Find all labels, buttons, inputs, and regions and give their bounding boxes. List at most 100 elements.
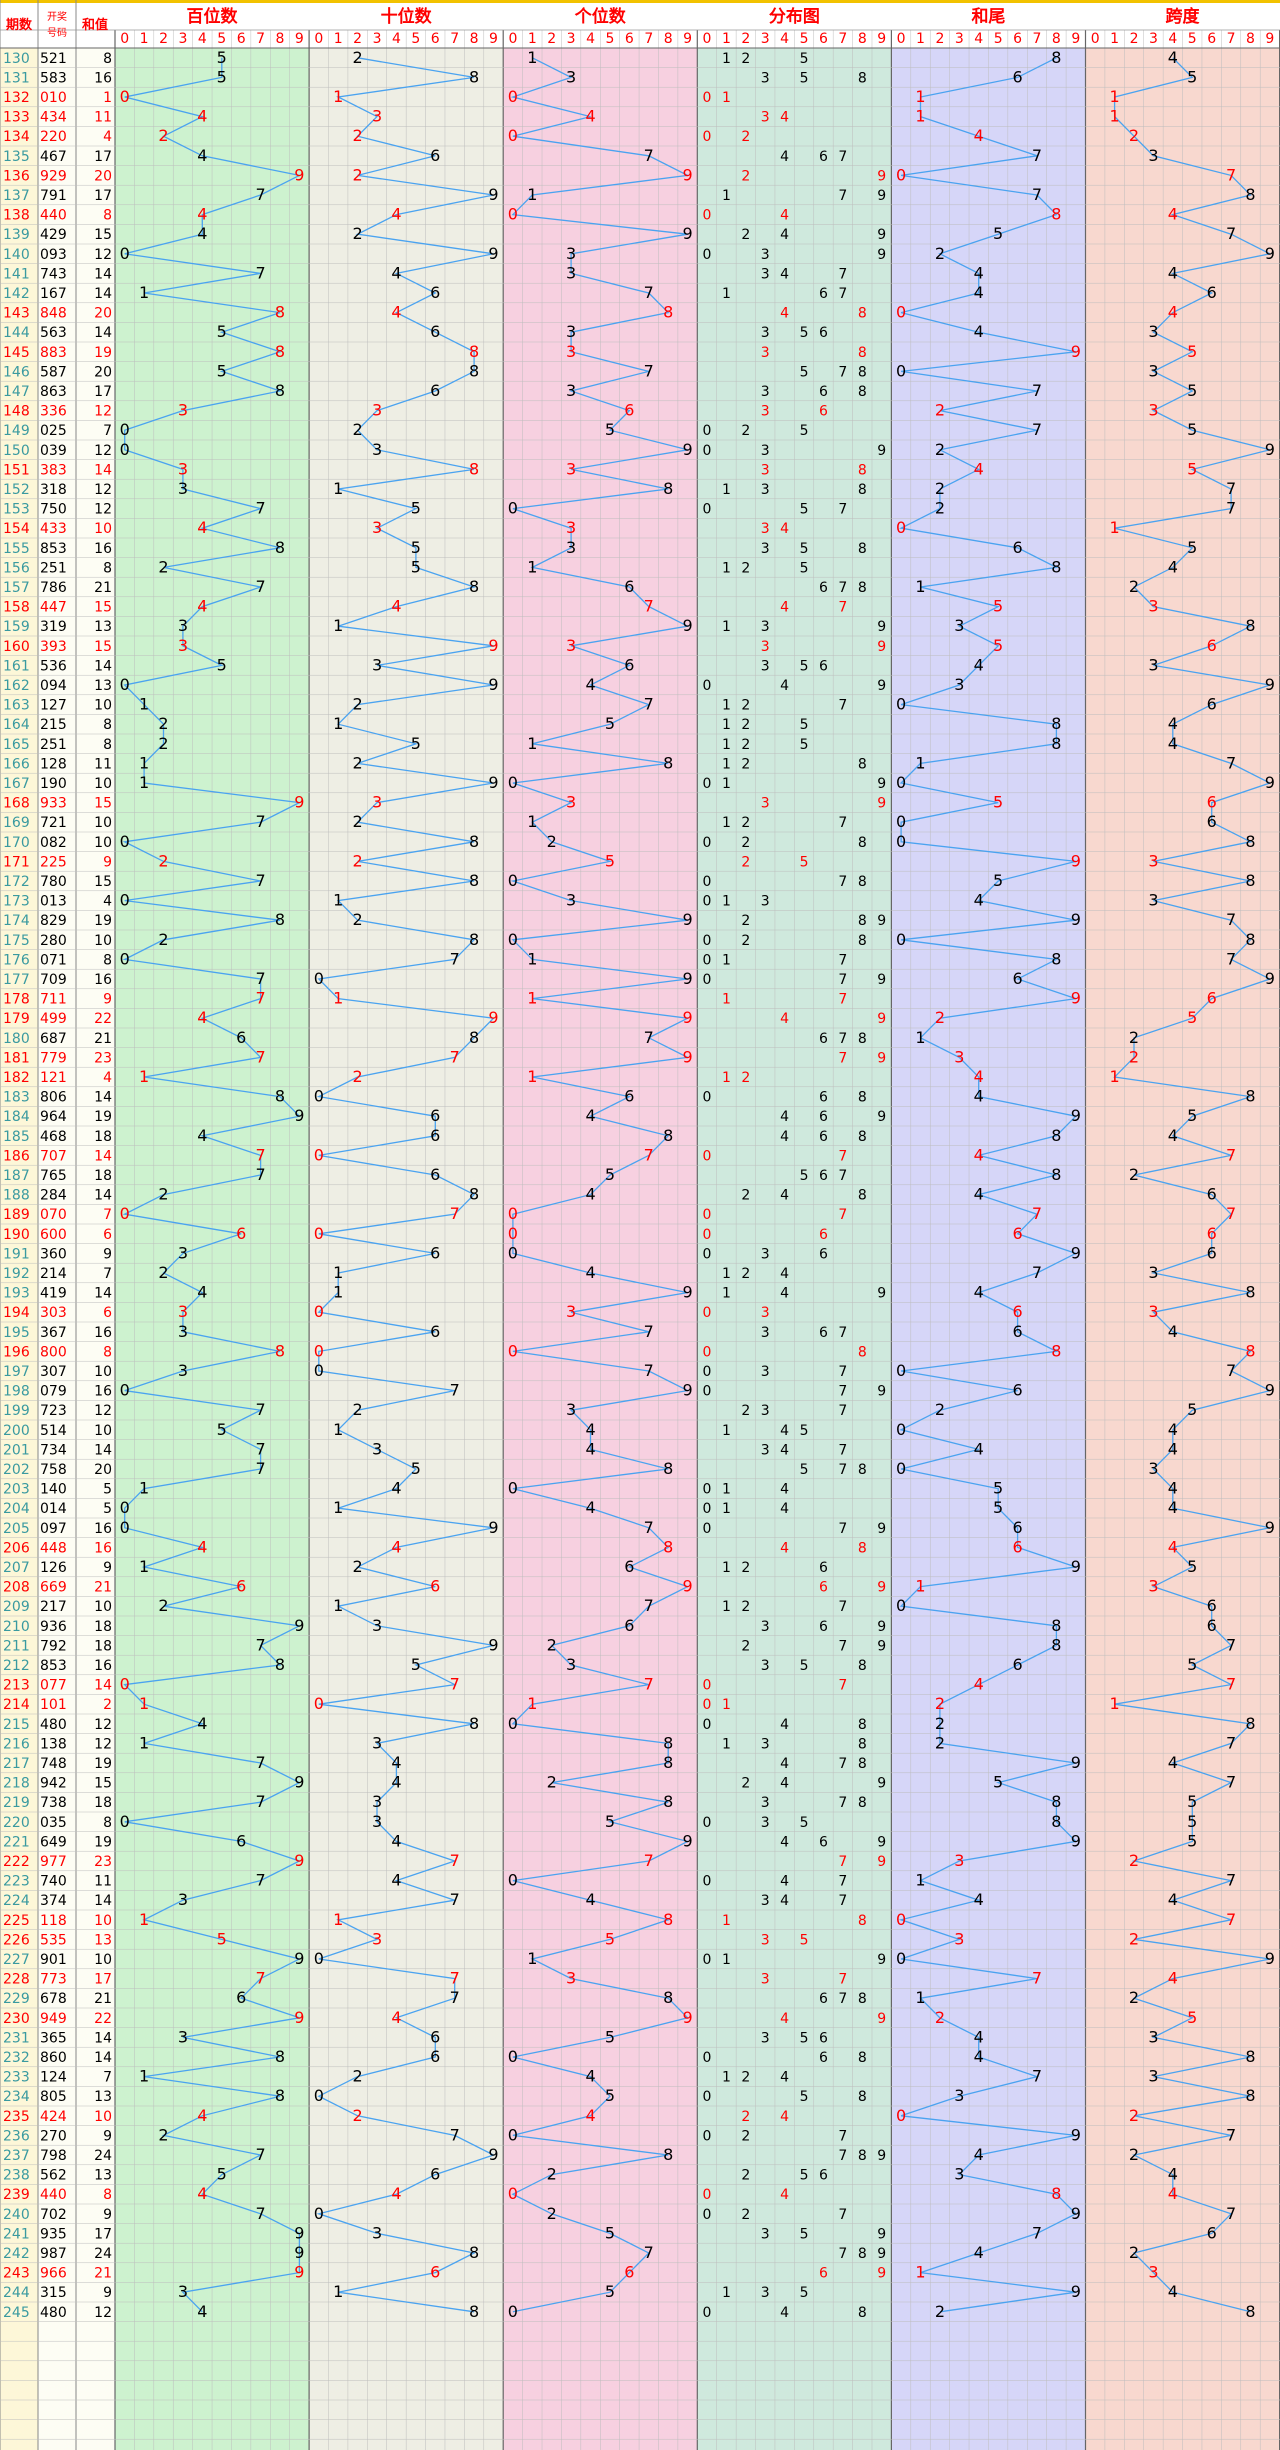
number-cell: 448: [40, 1540, 67, 1556]
number-cell: 535: [40, 1932, 67, 1948]
trend-line-sum_tail: [898, 57, 1078, 2313]
distribution-mark: 3: [761, 541, 770, 557]
distribution-mark: 4: [780, 1874, 789, 1890]
digit-label: 3: [567, 31, 576, 47]
distribution-mark: 5: [800, 1462, 809, 1478]
trend-mark: 8: [469, 871, 479, 890]
period-cell: 185: [3, 1129, 30, 1145]
trend-mark: 9: [294, 1616, 304, 1635]
trend-mark: 4: [1168, 205, 1178, 224]
distribution-mark: 4: [780, 521, 789, 537]
trend-mark: 6: [430, 1165, 440, 1184]
trend-mark: 0: [120, 675, 130, 694]
distribution-mark: 7: [838, 2246, 847, 2262]
distribution-mark: 8: [858, 2050, 867, 2066]
trend-mark: 8: [275, 342, 285, 361]
number-cell: 600: [40, 1227, 67, 1243]
sum-cell: 19: [94, 1109, 112, 1125]
trend-mark: 2: [353, 48, 363, 67]
trend-mark: 9: [488, 244, 498, 263]
distribution-mark: 4: [780, 149, 789, 165]
distribution-mark: 8: [858, 756, 867, 772]
sum-cell: 15: [94, 796, 112, 812]
period-cell: 224: [3, 1893, 30, 1909]
number-cell: 082: [40, 835, 67, 851]
trend-mark: 7: [644, 146, 654, 165]
trend-mark: 9: [1071, 2282, 1081, 2301]
digit-label: 6: [431, 31, 440, 47]
distribution-mark: 8: [858, 913, 867, 929]
trend-mark: 2: [935, 1400, 945, 1419]
period-cell: 238: [3, 2168, 30, 2184]
distribution-mark: 3: [761, 2226, 770, 2242]
distribution-mark: 9: [877, 972, 886, 988]
number-cell: 190: [40, 776, 67, 792]
trend-mark: 4: [974, 1439, 984, 1458]
digit-label: 8: [276, 31, 285, 47]
sum-cell: 14: [94, 1188, 112, 1204]
trend-mark: 6: [1207, 1224, 1217, 1243]
sum-cell: 16: [94, 70, 112, 86]
trend-mark: 7: [255, 1753, 265, 1772]
distribution-mark: 2: [741, 1266, 750, 1282]
trend-mark: 7: [1226, 1145, 1236, 1164]
trend-mark: 0: [120, 832, 130, 851]
digit-label: 7: [1033, 31, 1042, 47]
distribution-mark: 3: [761, 2030, 770, 2046]
distribution-mark: 3: [761, 1893, 770, 1909]
sum-cell: 8: [103, 1344, 112, 1360]
distribution-mark: 4: [780, 1717, 789, 1733]
trend-mark: 2: [353, 2106, 363, 2125]
digit-label: 0: [1091, 31, 1100, 47]
trend-mark: 3: [178, 1302, 188, 1321]
number-cell: 440: [40, 2187, 67, 2203]
period-cell: 214: [3, 1697, 30, 1713]
distribution-mark: 7: [838, 149, 847, 165]
digit-label: 2: [353, 31, 362, 47]
number-cell: 013: [40, 894, 67, 910]
trend-mark: 6: [1207, 636, 1217, 655]
trend-mark: 1: [915, 107, 925, 126]
trend-mark: 6: [624, 655, 634, 674]
trend-mark: 0: [120, 420, 130, 439]
number-cell: 220: [40, 129, 67, 145]
sum-cell: 13: [94, 1932, 112, 1948]
trend-mark: 8: [469, 361, 479, 380]
digit-label: 1: [916, 31, 925, 47]
trend-mark: 9: [683, 165, 693, 184]
sum-cell: 24: [94, 2148, 112, 2164]
distribution-mark: 6: [819, 1560, 828, 1576]
trend-mark: 4: [974, 283, 984, 302]
period-cell: 134: [3, 129, 30, 145]
distribution-mark: 4: [780, 1756, 789, 1772]
trend-mark: 3: [178, 1243, 188, 1262]
distribution-mark: 0: [703, 2050, 712, 2066]
trend-mark: 4: [1168, 1479, 1178, 1498]
distribution-mark: 8: [858, 306, 867, 322]
trend-mark: 7: [1226, 910, 1236, 929]
trend-mark: 0: [120, 1812, 130, 1831]
trend-mark: 7: [1032, 2223, 1042, 2242]
number-cell: 883: [40, 345, 67, 361]
period-cell: 234: [3, 2089, 30, 2105]
trend-mark: 0: [896, 518, 906, 537]
trend-mark: 3: [372, 2223, 382, 2242]
distribution-mark: 7: [838, 1148, 847, 1164]
trend-mark: 0: [120, 891, 130, 910]
trend-mark: 1: [333, 989, 343, 1008]
sum-cell: 12: [94, 1403, 112, 1419]
trend-mark: 1: [915, 753, 925, 772]
number-cell: 365: [40, 2030, 67, 2046]
distribution-mark: 0: [703, 776, 712, 792]
sum-cell: 19: [94, 345, 112, 361]
trend-mark: 3: [566, 1400, 576, 1419]
digit-label: 7: [256, 31, 265, 47]
distribution-mark: 7: [838, 992, 847, 1008]
trend-mark: 3: [178, 401, 188, 420]
distribution-mark: 5: [800, 423, 809, 439]
trend-mark: 5: [217, 48, 227, 67]
trend-mark: 8: [1245, 2302, 1255, 2321]
distribution-mark: 0: [703, 1148, 712, 1164]
distribution-mark: 7: [838, 1403, 847, 1419]
trend-mark: 4: [197, 518, 207, 537]
